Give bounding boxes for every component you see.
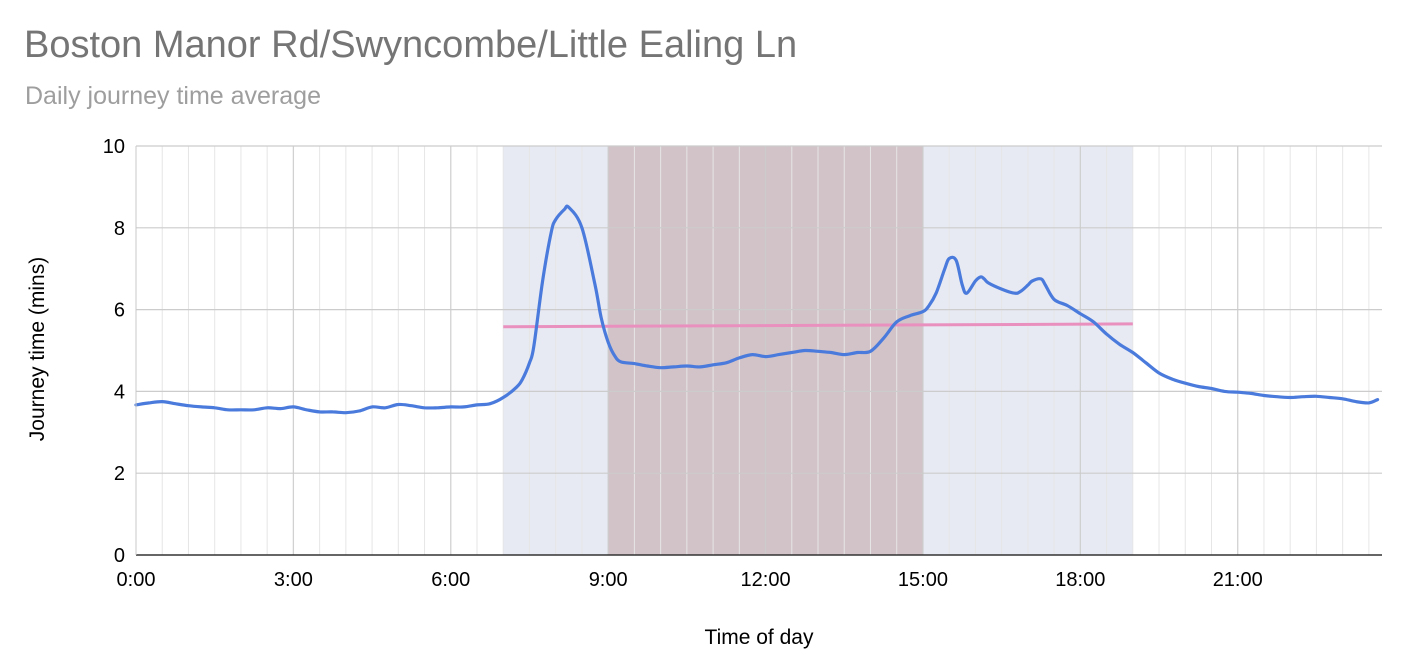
average-line-layer (503, 322, 1133, 329)
x-tick-label: 6:00 (431, 569, 470, 591)
chart-subtitle: Daily journey time average (25, 82, 321, 110)
x-tick-label: 21:00 (1213, 569, 1263, 591)
chart-title: Boston Manor Rd/Swyncombe/Little Ealing … (24, 24, 798, 66)
y-tick-label: 8 (114, 218, 125, 240)
journey-time-series-line (134, 204, 1380, 415)
series-layer (134, 204, 1380, 415)
x-axis-label: Time of day (705, 626, 814, 649)
average-journey-time-line (503, 322, 1133, 329)
y-tick-label: 0 (114, 545, 125, 567)
gridlines (136, 145, 1382, 555)
x-tick-label: 9:00 (589, 569, 628, 591)
x-tick-label: 12:00 (741, 569, 791, 591)
tick-labels: 0:00 3:00 6:00 9:00 12:00 15:00 18:00 21:00 0 2 4 6… (103, 136, 1263, 591)
axes (135, 146, 1382, 556)
y-tick-label: 2 (114, 463, 125, 485)
y-axis-label: Journey time (mins) (26, 257, 49, 441)
y-tick-label: 10 (103, 136, 125, 158)
x-tick-label: 3:00 (274, 569, 313, 591)
y-tick-label: 4 (114, 381, 125, 403)
x-tick-label: 15:00 (898, 569, 948, 591)
x-tick-label: 0:00 (117, 569, 156, 591)
y-tick-label: 6 (114, 300, 125, 322)
x-tick-label: 18:00 (1055, 569, 1105, 591)
